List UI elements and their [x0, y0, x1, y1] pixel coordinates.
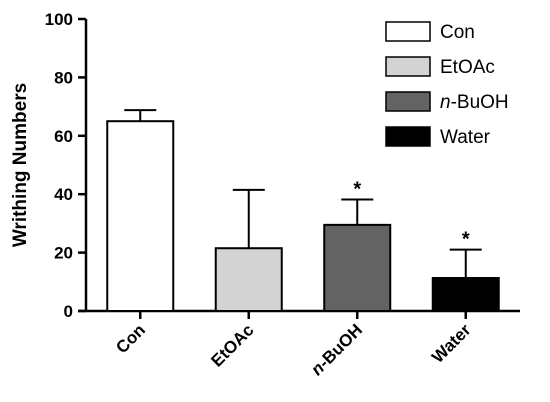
y-tick-label: 40	[54, 185, 73, 204]
bar	[323, 223, 392, 312]
legend-label: n-BuOH	[440, 92, 509, 113]
legend-label: EtOAc	[440, 57, 495, 78]
x-tick-label: n-BuOH	[307, 320, 366, 379]
x-tick-label: Water	[428, 320, 475, 367]
y-tick-label: 0	[64, 302, 73, 321]
legend-swatch	[385, 56, 431, 77]
y-axis-title: Writhing Numbers	[10, 83, 31, 247]
bar	[106, 120, 175, 312]
y-tick-label: 20	[54, 244, 73, 263]
bar	[214, 247, 283, 312]
legend-swatch	[385, 21, 431, 42]
y-tick-label: 80	[54, 68, 73, 87]
legend-label: Water	[440, 127, 491, 148]
legend-label: Con	[440, 22, 475, 43]
y-tick-label: 100	[45, 10, 73, 29]
x-tick-label: EtOAc	[207, 320, 257, 370]
legend-swatch	[385, 126, 431, 147]
legend-swatch	[385, 91, 431, 112]
x-tick-label: Con	[112, 320, 149, 357]
y-tick-label: 60	[54, 127, 73, 146]
bars: **	[106, 109, 500, 312]
significance-marker: *	[462, 229, 470, 251]
legend: Con EtOAc n-BuOH Water	[385, 21, 509, 148]
bar	[431, 277, 500, 312]
significance-marker: *	[353, 178, 361, 200]
